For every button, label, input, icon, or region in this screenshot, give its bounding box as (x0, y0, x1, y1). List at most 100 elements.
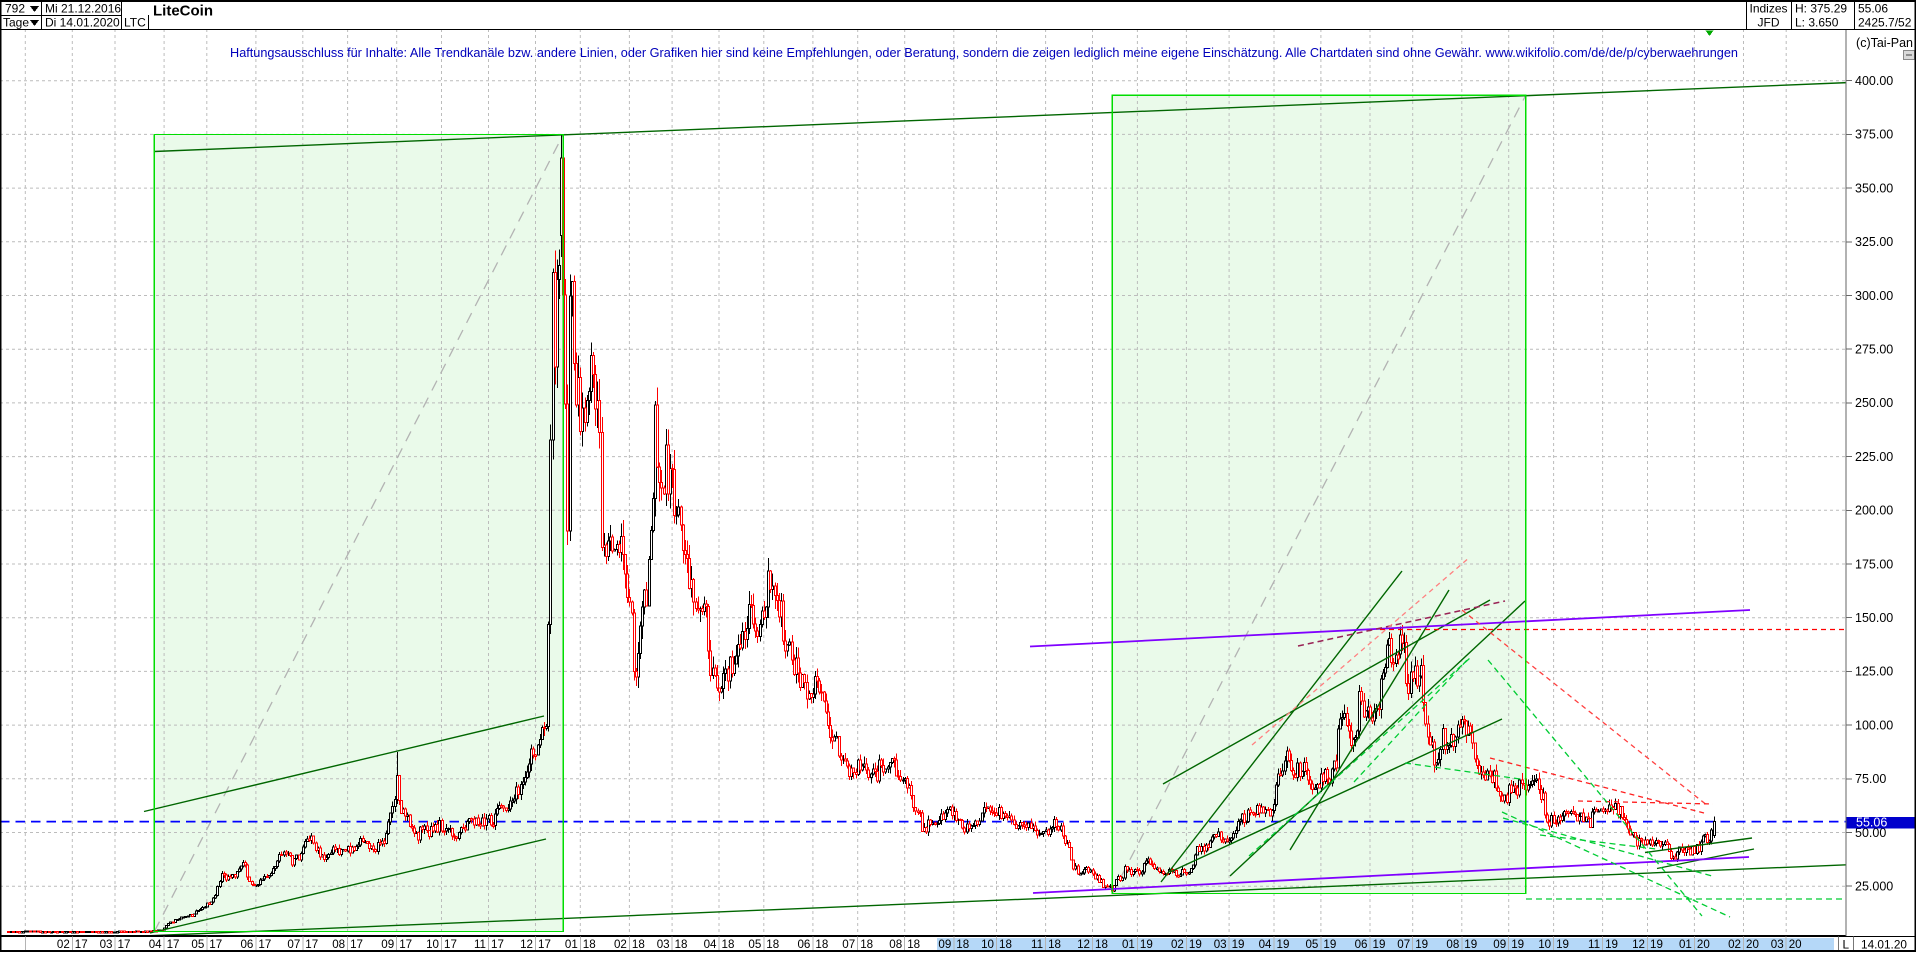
svg-text:18: 18 (675, 938, 688, 951)
svg-text:11: 11 (1031, 938, 1043, 951)
svg-text:18: 18 (1048, 938, 1061, 951)
svg-text:18: 18 (1095, 938, 1108, 951)
svg-text:01: 01 (565, 938, 578, 951)
svg-text:LTC: LTC (124, 16, 146, 30)
svg-text:350.00: 350.00 (1855, 181, 1893, 195)
svg-text:200.00: 200.00 (1855, 504, 1893, 518)
svg-text:17: 17 (399, 938, 412, 951)
svg-text:Indizes: Indizes (1749, 2, 1787, 16)
svg-text:04: 04 (149, 938, 162, 951)
svg-text:11: 11 (1588, 938, 1600, 951)
svg-text:01: 01 (1679, 938, 1692, 951)
svg-text:Mi 21.12.2016: Mi 21.12.2016 (45, 2, 121, 16)
svg-text:LiteCoin: LiteCoin (153, 3, 213, 20)
svg-text:75.00: 75.00 (1855, 772, 1886, 786)
svg-text:18: 18 (956, 938, 969, 951)
svg-text:06: 06 (1355, 938, 1368, 951)
svg-text:19: 19 (1189, 938, 1202, 951)
svg-text:07: 07 (1397, 938, 1410, 951)
svg-text:17: 17 (75, 938, 88, 951)
svg-text:18: 18 (583, 938, 596, 951)
svg-text:Haftungsausschluss für Inhalte: Haftungsausschluss für Inhalte: Alle Tre… (230, 46, 1738, 60)
svg-text:19: 19 (1415, 938, 1428, 951)
svg-text:02: 02 (614, 938, 627, 951)
svg-text:300.00: 300.00 (1855, 289, 1893, 303)
svg-text:18: 18 (907, 938, 920, 951)
svg-text:175.00: 175.00 (1855, 557, 1893, 571)
svg-text:17: 17 (258, 938, 271, 951)
svg-text:08: 08 (889, 938, 902, 951)
svg-text:19: 19 (1605, 938, 1618, 951)
svg-text:325.00: 325.00 (1855, 235, 1893, 249)
svg-text:05: 05 (191, 938, 204, 951)
svg-text:17: 17 (305, 938, 318, 951)
svg-text:250.00: 250.00 (1855, 396, 1893, 410)
svg-text:400.00: 400.00 (1855, 74, 1893, 88)
svg-text:792: 792 (5, 2, 25, 16)
svg-text:2425.7/52: 2425.7/52 (1858, 16, 1912, 30)
svg-text:03: 03 (1771, 938, 1784, 951)
svg-text:02: 02 (1171, 938, 1184, 951)
svg-text:06: 06 (240, 938, 253, 951)
svg-text:225.00: 225.00 (1855, 450, 1893, 464)
svg-text:19: 19 (1650, 938, 1663, 951)
svg-text:14.01.20: 14.01.20 (1861, 938, 1907, 952)
svg-text:19: 19 (1464, 938, 1477, 951)
svg-text:17: 17 (491, 938, 504, 951)
svg-text:12: 12 (1077, 938, 1090, 951)
svg-text:18: 18 (860, 938, 873, 951)
svg-text:17: 17 (538, 938, 551, 951)
svg-text:07: 07 (842, 938, 855, 951)
svg-text:18: 18 (999, 938, 1012, 951)
svg-text:150.00: 150.00 (1855, 611, 1893, 625)
svg-text:17: 17 (118, 938, 131, 951)
svg-text:(c)Tai-Pan: (c)Tai-Pan (1856, 36, 1913, 50)
svg-text:17: 17 (350, 938, 363, 951)
svg-text:08: 08 (332, 938, 345, 951)
svg-text:09: 09 (938, 938, 951, 951)
svg-text:17: 17 (444, 938, 457, 951)
svg-text:275.00: 275.00 (1855, 343, 1893, 357)
svg-text:19: 19 (1232, 938, 1245, 951)
svg-text:02: 02 (1728, 938, 1741, 951)
svg-text:20: 20 (1746, 938, 1759, 951)
svg-text:04: 04 (704, 938, 717, 951)
svg-text:100.00: 100.00 (1855, 718, 1893, 732)
svg-text:06: 06 (797, 938, 810, 951)
svg-text:H: 375.29: H: 375.29 (1795, 2, 1847, 16)
svg-text:18: 18 (632, 938, 645, 951)
svg-text:19: 19 (1140, 938, 1153, 951)
svg-text:12: 12 (520, 938, 533, 951)
svg-text:L: L (1843, 938, 1850, 952)
svg-text:12: 12 (1632, 938, 1645, 951)
svg-text:19: 19 (1277, 938, 1290, 951)
svg-text:10: 10 (981, 938, 994, 951)
svg-text:08: 08 (1446, 938, 1459, 951)
svg-text:03: 03 (1214, 938, 1227, 951)
svg-text:18: 18 (815, 938, 828, 951)
svg-text:18: 18 (722, 938, 735, 951)
svg-text:10: 10 (1538, 938, 1551, 951)
svg-text:07: 07 (287, 938, 300, 951)
svg-text:17: 17 (167, 938, 180, 951)
svg-text:11: 11 (474, 938, 486, 951)
svg-text:19: 19 (1323, 938, 1336, 951)
svg-text:18: 18 (766, 938, 779, 951)
svg-text:55.06: 55.06 (1858, 2, 1888, 16)
svg-text:19: 19 (1511, 938, 1524, 951)
svg-text:01: 01 (1122, 938, 1135, 951)
svg-text:375.00: 375.00 (1855, 128, 1893, 142)
svg-text:125.00: 125.00 (1855, 665, 1893, 679)
svg-text:Di 14.01.2020: Di 14.01.2020 (45, 16, 120, 30)
svg-text:02: 02 (57, 938, 70, 951)
svg-text:JFD: JFD (1758, 16, 1780, 30)
svg-text:20: 20 (1789, 938, 1802, 951)
svg-text:03: 03 (657, 938, 670, 951)
svg-text:55.06: 55.06 (1856, 815, 1887, 829)
svg-text:09: 09 (381, 938, 394, 951)
svg-text:19: 19 (1556, 938, 1569, 951)
svg-text:19: 19 (1373, 938, 1386, 951)
svg-text:25.000: 25.000 (1855, 880, 1893, 894)
svg-text:L: 3.650: L: 3.650 (1795, 16, 1839, 30)
svg-text:03: 03 (100, 938, 113, 951)
